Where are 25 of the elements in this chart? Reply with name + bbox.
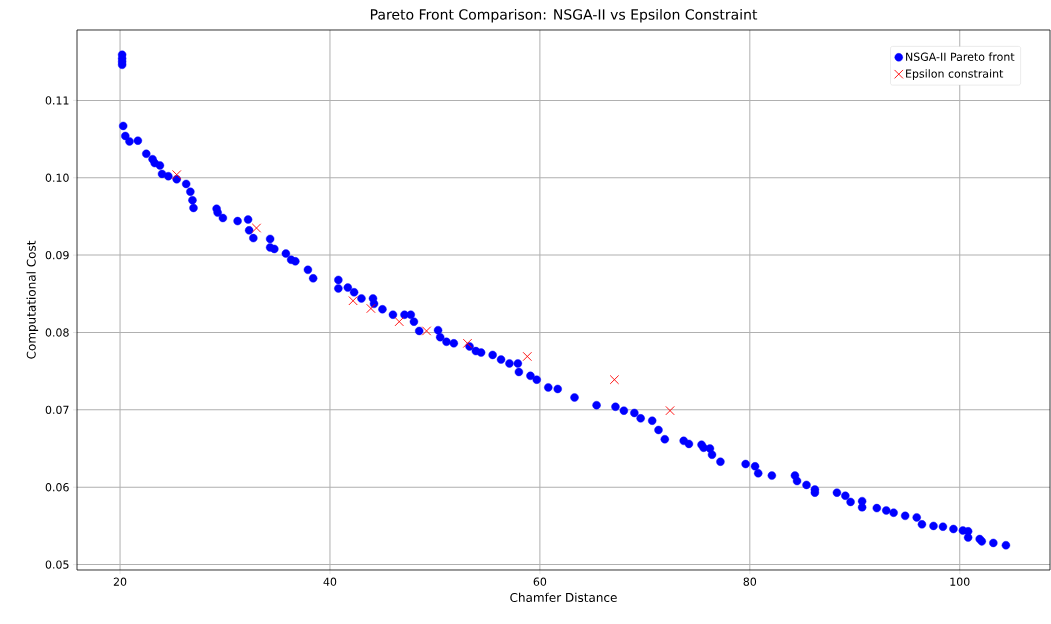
point (665, 405, 675, 416)
x-tick-label: 100 (950, 577, 970, 586)
legend-label: NSGA-II Pareto front (906, 52, 1015, 61)
y-axis-title: Computational Cost (26, 240, 39, 359)
y-tick-label: 0.09 (45, 250, 69, 260)
x-tick-label: 20 (113, 577, 127, 586)
y-tick-label: 0.08 (45, 328, 69, 337)
chart-title: Pareto Front Comparison: NSGA-II vs Epsilon Constraint (370, 8, 758, 23)
point (609, 374, 620, 385)
point (251, 223, 262, 233)
point (462, 338, 473, 349)
y-tick-label: 0.11 (45, 96, 69, 105)
point (348, 296, 358, 306)
y-tick-label: 0.07 (45, 405, 69, 415)
y-tick-label: 0.06 (45, 483, 69, 492)
x-tick-label: 80 (743, 577, 757, 586)
point (421, 326, 432, 336)
x-axis-title: Chamfer Distance (510, 592, 617, 603)
y-tick-label: 0.05 (45, 560, 69, 569)
legend-label: Epsilon constraint (906, 69, 1004, 80)
x-tick-label: 60 (533, 577, 547, 586)
y-tick-label: 0.10 (45, 173, 69, 182)
point (522, 351, 532, 362)
x-tick-label: 40 (323, 577, 337, 586)
point (394, 316, 404, 327)
